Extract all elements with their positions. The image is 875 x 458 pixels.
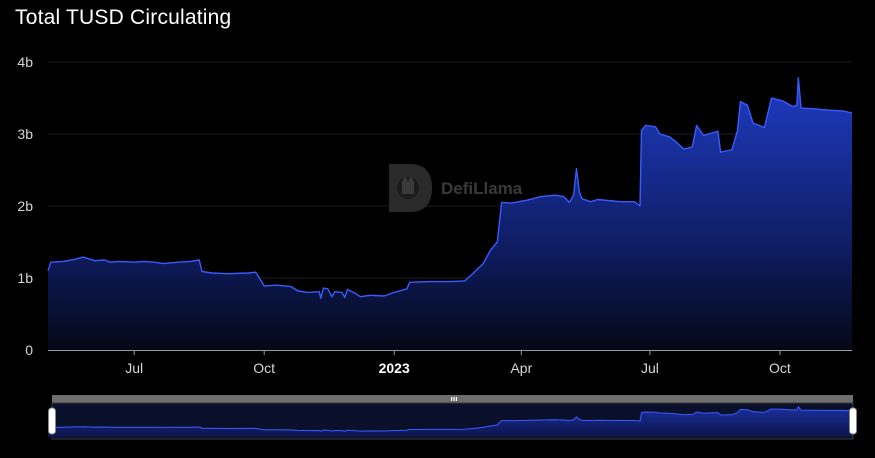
brush-left-handle[interactable] — [48, 407, 56, 435]
y-tick-label: 2b — [17, 198, 33, 214]
x-tick-label: Oct — [253, 360, 275, 376]
series-line — [47, 77, 853, 299]
defillama-logo-icon — [389, 164, 432, 212]
x-tick-label: Jul — [641, 360, 659, 376]
y-axis: 0 1b 2b 3b 4b — [17, 54, 33, 358]
area-series — [48, 77, 852, 351]
brush-preview-fill — [48, 406, 852, 437]
x-tick-label: Oct — [769, 360, 791, 376]
brush-track[interactable] — [52, 395, 853, 403]
chart-title: Total TUSD Circulating — [15, 6, 232, 29]
series-area — [48, 77, 852, 351]
watermark-text: DefiLlama — [441, 179, 523, 198]
x-tick-label: 2023 — [379, 360, 410, 376]
brush-right-handle[interactable] — [849, 407, 857, 435]
x-axis: Jul Oct 2023 Apr Jul Oct — [48, 350, 852, 376]
x-tick-label: Jul — [125, 360, 143, 376]
y-tick-label: 1b — [17, 270, 33, 286]
watermark: DefiLlama — [389, 164, 523, 212]
line-series — [47, 77, 853, 299]
brush-preview-line — [47, 405, 853, 432]
data-zoom-brush[interactable] — [47, 395, 857, 440]
brush-preview-area — [47, 405, 853, 437]
y-tick-label: 3b — [17, 126, 33, 142]
y-tick-label: 0 — [25, 342, 33, 358]
x-tick-label: Apr — [510, 360, 532, 376]
brush-grip-icon[interactable] — [451, 397, 457, 401]
y-tick-label: 4b — [17, 54, 33, 70]
